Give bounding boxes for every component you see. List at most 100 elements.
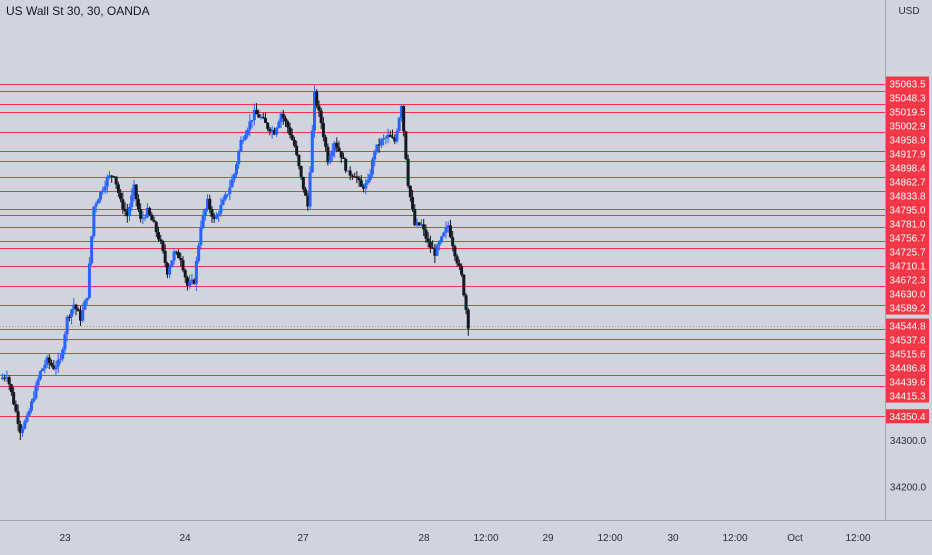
candle-body (150, 214, 154, 221)
time-tick-label: 27 (297, 533, 309, 544)
time-scale[interactable]: 23 24 27 28 12:00 29 12:00 30 12:00 Oct 12:00 (0, 520, 932, 550)
price-label: 34833.8 (889, 192, 926, 203)
price-label-box (886, 230, 929, 245)
candle-body (333, 142, 337, 151)
price-label-box (886, 244, 929, 259)
candle-body (384, 137, 388, 139)
price-label-box (886, 90, 929, 105)
candle-body (94, 203, 98, 207)
candle-body (442, 232, 446, 237)
candle-body (177, 252, 181, 259)
candle-body (417, 222, 421, 226)
candle-body (306, 195, 310, 207)
candle-body (50, 362, 54, 366)
candle-body (370, 159, 374, 175)
price-label: 34781.0 (889, 220, 926, 231)
candle-body (1, 377, 4, 380)
candle-body (235, 164, 238, 175)
price-label: 34439.6 (889, 378, 926, 389)
candle-body (230, 179, 234, 188)
price-label: 34486.8 (889, 364, 926, 375)
time-tick-label: 29 (542, 533, 554, 544)
time-tick-label: 12:00 (722, 533, 747, 544)
candle-body (315, 91, 319, 106)
candle-body (136, 199, 140, 210)
candle-body (72, 304, 76, 310)
candle-body (268, 128, 272, 132)
price-label-box (886, 272, 929, 287)
candle-body (174, 251, 178, 253)
candle-body (413, 208, 417, 226)
candle-body (428, 242, 432, 248)
candle-body (437, 241, 441, 246)
candle-body (105, 176, 109, 187)
candle-body (393, 137, 397, 142)
candle-body (18, 424, 22, 433)
candle-body (103, 186, 107, 191)
candle-body (170, 260, 174, 268)
candle-body (92, 206, 96, 237)
candle-body (279, 113, 283, 122)
candle-body (107, 175, 111, 177)
candle-body (116, 184, 120, 193)
candle-body (397, 117, 401, 132)
candle-body (114, 176, 118, 185)
candle-body (14, 404, 18, 412)
price-label-box (886, 409, 929, 424)
candle-body (212, 216, 216, 219)
candle-body (194, 261, 198, 284)
candle-body (25, 415, 29, 422)
candle-body (355, 176, 359, 179)
candle-body (74, 304, 78, 310)
price-label-box (886, 202, 929, 217)
candle-body (232, 174, 236, 180)
candle-body (145, 207, 149, 218)
time-tick-label: 30 (667, 533, 679, 544)
price-label-box (886, 174, 929, 189)
candle-body (399, 106, 403, 118)
price-label: 34862.7 (889, 178, 926, 189)
candle-body (435, 245, 439, 256)
candle-body (243, 135, 247, 140)
candle-body (339, 151, 343, 158)
candle-body (375, 144, 379, 153)
candle-body (446, 225, 450, 228)
time-tick-label: Oct (787, 533, 803, 544)
candle-body (214, 215, 218, 219)
price-label-box (886, 104, 929, 119)
price-scale[interactable]: 34300.0 34200.0 35063.5 35048.3 35019.5 35002… (885, 0, 932, 520)
candle-body (424, 229, 428, 239)
candle-body (406, 158, 410, 186)
time-tick-label: 23 (59, 533, 71, 544)
time-tick-label: 12:00 (597, 533, 622, 544)
candle-body (359, 180, 363, 187)
price-label: 34350.4 (889, 412, 926, 423)
candle-body (382, 138, 386, 140)
price-label: 34898.4 (889, 164, 926, 175)
currency-label: USD (898, 6, 920, 17)
candle-body (148, 207, 152, 215)
price-label-box (886, 160, 929, 175)
candle-body (297, 154, 301, 167)
price-tick-label: 34300.0 (890, 436, 927, 447)
candle-body (453, 246, 457, 257)
candle-body (419, 224, 423, 226)
candle-body (259, 116, 263, 118)
candle-body (67, 316, 71, 318)
candle-body (63, 334, 67, 350)
candle-body (261, 116, 265, 119)
price-label-box (886, 346, 929, 361)
candle-body (43, 364, 47, 369)
candle-body (284, 118, 288, 122)
price-label-box (886, 332, 929, 347)
candle-body (277, 121, 281, 128)
candle-body (201, 215, 205, 228)
candle-body (292, 139, 296, 146)
candle-body (141, 217, 145, 219)
candle-body (90, 236, 94, 264)
candle-body (266, 122, 270, 129)
candle-body (168, 267, 172, 275)
